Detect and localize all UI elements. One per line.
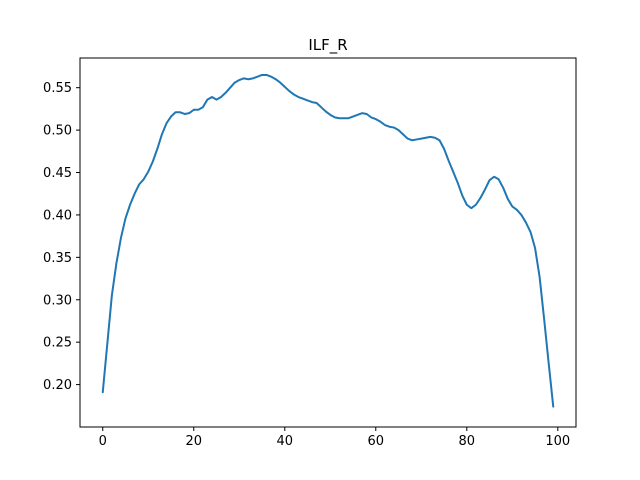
y-tick-label: 0.45	[43, 166, 72, 181]
x-tick-label: 20	[185, 434, 202, 449]
y-tick-label: 0.25	[43, 336, 72, 351]
y-tick-label: 0.40	[43, 208, 72, 223]
y-tick-label: 0.55	[43, 81, 72, 96]
x-tick-label: 40	[276, 434, 293, 449]
x-tick-label: 60	[368, 434, 385, 449]
chart-title: ILF_R	[308, 36, 347, 55]
y-tick-label: 0.30	[43, 293, 72, 308]
y-tick-label: 0.50	[43, 124, 72, 139]
plot-frame	[79, 57, 577, 428]
x-tick-label: 80	[459, 434, 476, 449]
x-tick-label: 0	[99, 434, 107, 449]
y-tick-label: 0.20	[43, 378, 72, 393]
axis-layer: 0 20 40 60 80 100 0.20 0.25 0.30 0.35 0.40 0.45 0.50…	[43, 81, 570, 449]
x-tick-label: 100	[545, 434, 570, 449]
y-tick-label: 0.35	[43, 251, 72, 266]
series-layer	[101, 73, 555, 408]
series-line-0	[101, 73, 555, 408]
